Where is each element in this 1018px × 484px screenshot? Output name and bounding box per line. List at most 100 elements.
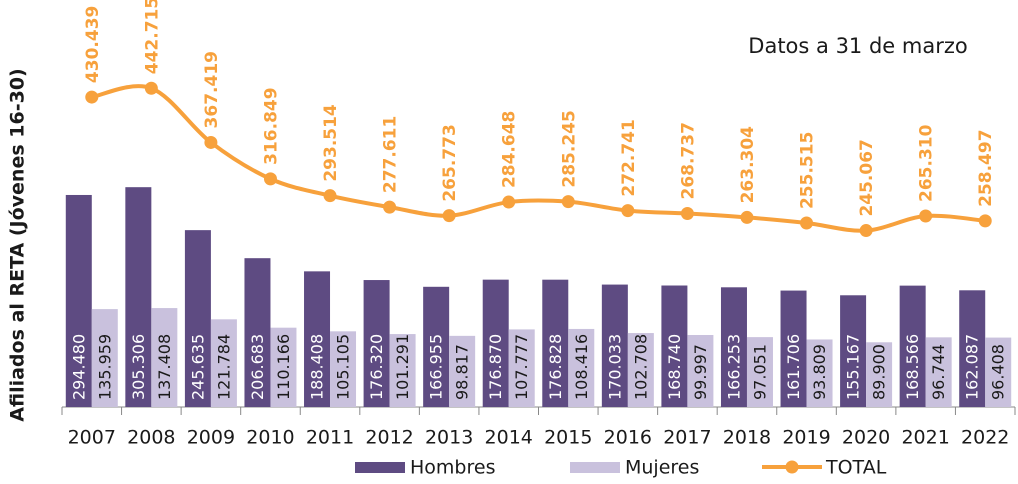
x-tick-label: 2012	[365, 427, 413, 449]
bar-value-label: 245.635	[188, 334, 207, 400]
bar	[508, 329, 535, 407]
bar	[244, 258, 271, 407]
bar-value-label: 93.809	[810, 344, 829, 400]
line-value-label: 265.773	[440, 124, 460, 201]
line-value-label: 255.515	[798, 132, 818, 209]
bar	[780, 290, 807, 407]
line-marker	[323, 189, 337, 203]
line-value-label: 263.304	[738, 126, 758, 204]
x-tick-label: 2019	[782, 427, 830, 449]
line-value-label: 277.611	[381, 116, 401, 193]
bar-value-label: 98.817	[453, 344, 472, 400]
x-tick-label: 2022	[961, 427, 1009, 449]
bar-value-label: 166.253	[724, 334, 743, 400]
bar-value-label: 176.870	[486, 334, 505, 400]
line-marker	[740, 210, 754, 224]
bar-value-label: 166.955	[427, 334, 446, 400]
x-tick-label: 2015	[544, 427, 592, 449]
bar-value-label: 121.784	[214, 334, 233, 400]
bar	[985, 337, 1012, 407]
line-marker	[919, 209, 933, 223]
x-tick-label: 2010	[246, 427, 294, 449]
x-tick-label: 2021	[901, 427, 949, 449]
bar-value-label: 168.740	[665, 334, 684, 400]
line-value-label: 442.715	[142, 0, 162, 74]
x-tick-label: 2018	[723, 427, 771, 449]
bar	[423, 286, 450, 407]
bar	[125, 187, 152, 407]
bar	[899, 285, 926, 407]
bar	[389, 334, 416, 407]
x-tick-label: 2011	[306, 427, 354, 449]
annotation: Datos a 31 de marzo	[748, 34, 967, 58]
bar	[449, 335, 476, 407]
bar	[65, 194, 92, 407]
bar-value-label: 294.480	[69, 334, 88, 400]
x-tick-label: 2009	[187, 427, 235, 449]
bar	[91, 309, 118, 407]
x-tick-label: 2020	[842, 427, 890, 449]
bar	[210, 319, 237, 407]
bar	[959, 290, 986, 407]
line	[91, 84, 986, 233]
x-tick-label: 2008	[127, 427, 175, 449]
bar	[330, 331, 357, 407]
x-tick-label: 2007	[68, 427, 116, 449]
legend-label: Mujeres	[625, 457, 699, 479]
bar-value-label: 101.291	[393, 334, 412, 400]
line-value-label: 293.514	[321, 104, 341, 182]
bar	[542, 279, 569, 407]
bar-value-label: 162.087	[963, 334, 982, 400]
bar	[482, 279, 509, 407]
line-marker	[442, 209, 456, 223]
bar-value-label: 107.777	[512, 334, 531, 400]
bar	[925, 337, 952, 407]
line-value-label: 272.741	[619, 119, 639, 196]
bar-value-label: 170.033	[605, 334, 624, 400]
bar	[866, 342, 893, 407]
line-value-label: 284.648	[500, 111, 520, 188]
bar	[363, 280, 390, 407]
bar-value-label: 96.408	[989, 344, 1008, 400]
line-value-label: 316.849	[261, 87, 281, 164]
bar-value-label: 137.408	[155, 334, 174, 400]
bar-value-label: 176.828	[546, 334, 565, 400]
bar-value-label: 97.051	[750, 344, 769, 400]
line-marker	[621, 204, 635, 218]
line-marker	[680, 207, 694, 221]
bar	[687, 335, 714, 407]
bar	[184, 230, 211, 407]
x-tick-label: 2014	[485, 427, 533, 449]
bar-value-label: 110.166	[274, 334, 293, 400]
bar-value-label: 135.959	[95, 334, 114, 400]
line-marker	[85, 90, 99, 104]
line-marker	[502, 195, 516, 209]
bar	[304, 271, 331, 407]
bar-value-label: 99.997	[691, 344, 710, 400]
line-marker	[561, 195, 575, 209]
line-value-label: 245.067	[857, 139, 877, 216]
bar-value-label: 102.708	[631, 334, 650, 400]
bar-value-label: 176.320	[367, 334, 386, 400]
legend-label: Hombres	[410, 457, 495, 479]
line-marker	[978, 214, 992, 228]
bar	[151, 308, 178, 407]
x-tick-label: 2013	[425, 427, 473, 449]
bar-value-label: 206.683	[248, 334, 267, 400]
x-tick-label: 2017	[663, 427, 711, 449]
legend-label: TOTAL	[825, 457, 887, 479]
x-tick-label: 2016	[604, 427, 652, 449]
line-value-label: 265.310	[917, 124, 937, 202]
line-value-label: 258.497	[976, 129, 996, 206]
bar	[720, 287, 747, 407]
bar-value-label: 105.105	[334, 334, 353, 400]
bar-value-label: 305.306	[129, 334, 148, 400]
line-marker	[800, 216, 814, 230]
bar	[806, 339, 833, 407]
line-marker	[859, 224, 873, 238]
bar-value-label: 168.566	[903, 334, 922, 400]
bar	[627, 333, 654, 407]
bar	[601, 284, 628, 407]
bar	[746, 337, 773, 407]
